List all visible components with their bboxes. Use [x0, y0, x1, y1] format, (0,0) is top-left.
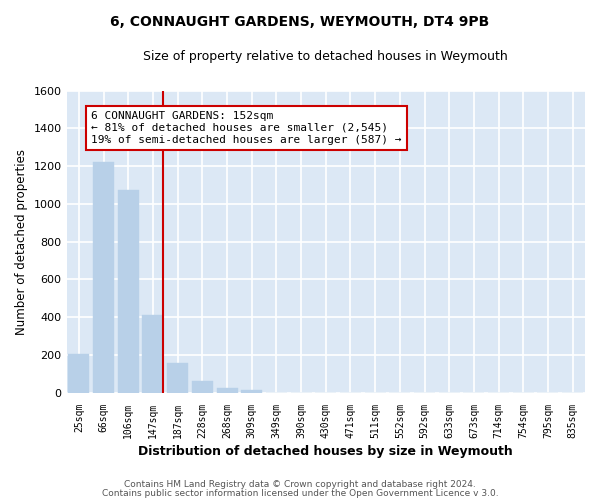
Bar: [118, 190, 139, 392]
Bar: [142, 315, 163, 392]
Title: Size of property relative to detached houses in Weymouth: Size of property relative to detached ho…: [143, 50, 508, 63]
Bar: [68, 354, 89, 393]
Y-axis label: Number of detached properties: Number of detached properties: [15, 148, 28, 334]
Bar: [93, 162, 114, 392]
Bar: [167, 364, 188, 392]
Text: Contains public sector information licensed under the Open Government Licence v : Contains public sector information licen…: [101, 488, 499, 498]
Text: 6, CONNAUGHT GARDENS, WEYMOUTH, DT4 9PB: 6, CONNAUGHT GARDENS, WEYMOUTH, DT4 9PB: [110, 15, 490, 29]
X-axis label: Distribution of detached houses by size in Weymouth: Distribution of detached houses by size …: [139, 444, 513, 458]
Bar: [217, 388, 238, 392]
Bar: [192, 382, 213, 392]
Bar: [241, 390, 262, 392]
Text: 6 CONNAUGHT GARDENS: 152sqm
← 81% of detached houses are smaller (2,545)
19% of : 6 CONNAUGHT GARDENS: 152sqm ← 81% of det…: [91, 112, 402, 144]
Text: Contains HM Land Registry data © Crown copyright and database right 2024.: Contains HM Land Registry data © Crown c…: [124, 480, 476, 489]
